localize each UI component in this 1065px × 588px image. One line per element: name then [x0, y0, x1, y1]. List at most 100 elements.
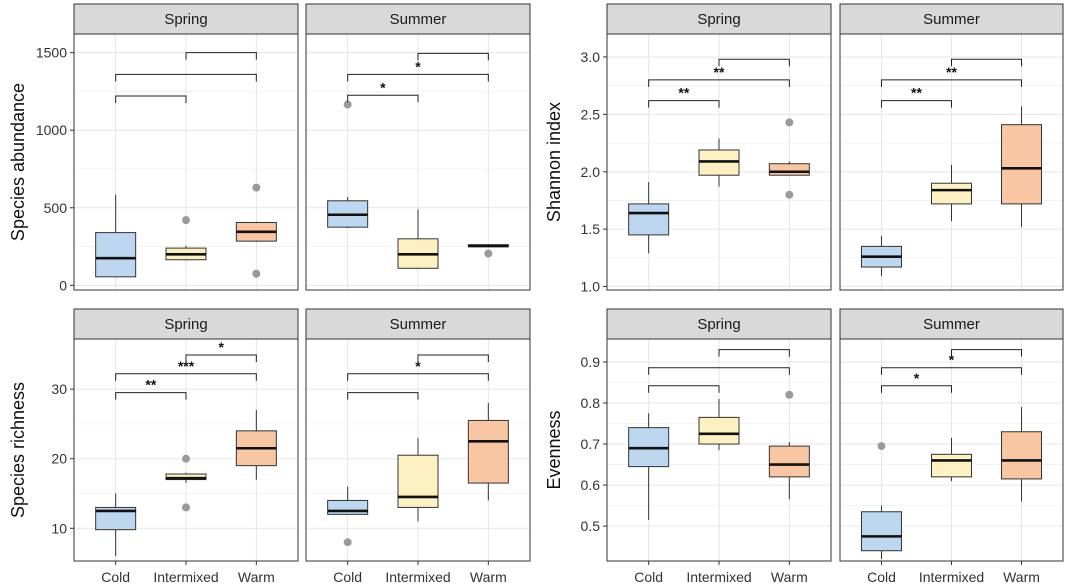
box-iqr [860, 511, 902, 552]
box-iqr [165, 473, 207, 481]
significance-label: ** [678, 85, 689, 101]
box-intermixed [165, 454, 207, 512]
significance-bracket [880, 385, 952, 393]
box-iqr [931, 182, 972, 205]
significance-bracket [951, 58, 1023, 67]
facet-label: Spring [164, 11, 207, 28]
panel-evenness-summer: Summer * * Cold Intermixed Warm [839, 308, 1064, 585]
y-tick-label: 3.0 [581, 49, 601, 65]
panel-abundance-spring: Spring 0 500 1000 1500 Species abundance [8, 3, 299, 293]
outlier-point [785, 118, 794, 127]
significance-bracket [115, 73, 257, 82]
facet-strip [839, 3, 1064, 35]
facet-label: Spring [697, 316, 740, 333]
panel-evenness-spring: Spring 0.5 0.6 0.7 0.8 0.9 Evenness Cold Intermi… [544, 308, 832, 585]
outlier-point [877, 442, 886, 451]
box-iqr [931, 453, 972, 478]
box-warm [467, 403, 509, 501]
facet-strip [73, 308, 299, 340]
box-intermixed [698, 398, 740, 451]
panel-border [839, 33, 1064, 291]
box-iqr [628, 203, 670, 236]
significance-label: *** [178, 358, 195, 374]
outlier-point [182, 454, 190, 463]
significance-bracket [718, 349, 790, 357]
outlier-point [484, 249, 493, 258]
box-cold [628, 413, 670, 520]
significance-bracket [185, 354, 257, 363]
facet-strip [606, 308, 832, 340]
box-warm [1001, 106, 1043, 227]
y-tick-label: 0.9 [581, 354, 601, 370]
box-cold [327, 100, 369, 228]
significance-bracket [185, 52, 257, 60]
outlier-point [182, 216, 190, 225]
box-iqr [698, 416, 740, 445]
y-tick-label: 0.6 [581, 477, 601, 493]
x-tick-label: Warm [470, 569, 507, 585]
outlier-point [785, 190, 794, 199]
outlier-point [252, 183, 261, 192]
box-iqr [397, 454, 439, 508]
significance-label: * [380, 79, 386, 95]
x-tick-label: Intermixed [153, 569, 218, 585]
y-tick-label: 0.5 [581, 518, 601, 534]
significance-bracket [648, 100, 720, 108]
significance-label: ** [911, 85, 922, 101]
significance-bracket [951, 349, 1023, 357]
box-warm [235, 183, 277, 278]
y-tick-label: 30 [51, 381, 67, 397]
panel-border [305, 33, 531, 291]
significance-bracket [880, 79, 1023, 87]
x-tick-label: Warm [771, 569, 808, 585]
significance-bracket [417, 354, 489, 363]
significance-bracket [347, 94, 419, 103]
box-cold [860, 236, 902, 277]
outlier-point [182, 503, 190, 512]
box-cold [327, 486, 369, 547]
significance-bracket [648, 79, 790, 87]
box-cold [95, 194, 137, 278]
x-tick-label: Cold [333, 569, 362, 585]
significance-bracket [417, 52, 489, 61]
y-tick-label: 1000 [36, 122, 67, 138]
panel-shannon-summer: Summer ** ** [839, 3, 1064, 291]
y-tick-label: 1.5 [581, 221, 601, 237]
y-axis-label: Evenness [544, 410, 564, 489]
box-warm [1001, 407, 1043, 502]
box-warm [768, 390, 810, 500]
facet-strip [305, 3, 531, 35]
outlier-point [252, 269, 261, 278]
box-cold [628, 182, 670, 254]
y-axis-label: Shannon index [544, 102, 564, 222]
panel-abundance-summer: Summer * * [305, 3, 531, 291]
significance-label: ** [714, 64, 725, 80]
significance-label: ** [145, 377, 156, 393]
panel-border [606, 33, 832, 291]
y-tick-label: 0.8 [581, 395, 601, 411]
facet-label: Summer [390, 11, 447, 28]
significance-bracket [115, 373, 257, 381]
facet-label: Summer [923, 11, 980, 28]
y-tick-label: 2.0 [581, 164, 601, 180]
box-warm [467, 244, 509, 258]
significance-bracket [648, 385, 720, 393]
box-warm [768, 118, 810, 199]
box-intermixed [931, 164, 972, 222]
x-tick-label: Cold [634, 569, 663, 585]
x-tick-label: Cold [101, 569, 130, 585]
facet-strip [606, 3, 832, 35]
y-tick-label: 2.5 [581, 106, 601, 122]
outlier-point [343, 538, 352, 547]
x-tick-label: Intermixed [686, 569, 751, 585]
box-warm [235, 409, 277, 480]
facet-label: Spring [164, 316, 207, 333]
box-intermixed [397, 437, 439, 522]
significance-label: * [415, 358, 421, 374]
significance-bracket [115, 392, 187, 400]
significance-bracket [347, 73, 489, 82]
box-iqr [1001, 124, 1043, 205]
box-intermixed [698, 138, 740, 187]
box-intermixed [397, 209, 439, 270]
